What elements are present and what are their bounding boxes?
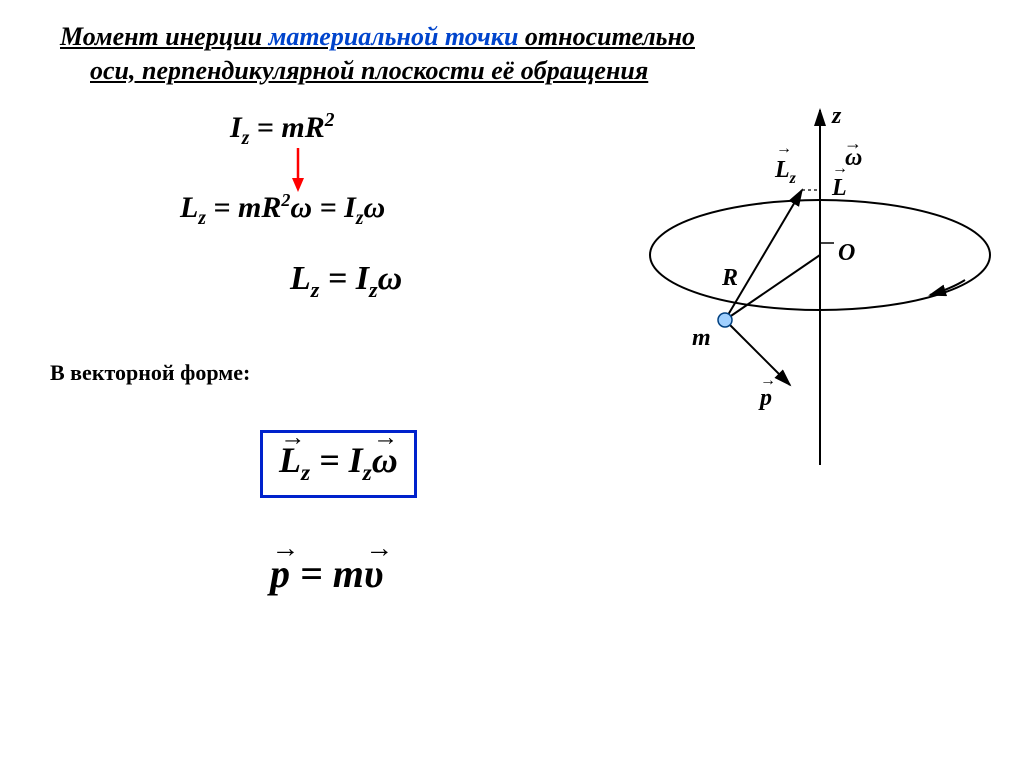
formula-lz: Lz = Izω <box>290 260 402 303</box>
svg-text:Lz: Lz <box>774 157 797 187</box>
title-line2: оси, перпендикулярной плоскости её обращ… <box>60 56 648 85</box>
label-z: z <box>831 103 842 129</box>
svg-text:→: → <box>844 133 862 153</box>
svg-text:m: m <box>692 325 711 351</box>
title-part2: относительно <box>518 22 695 51</box>
svg-text:O: O <box>838 240 855 266</box>
title-part1: Момент инерции <box>60 22 269 51</box>
svg-text:→: → <box>832 160 848 177</box>
formula-p: p = mυ <box>270 550 384 597</box>
formula-lz-expanded: Lz = mR2ω = Izω <box>180 190 385 230</box>
formula-iz: Iz = mR2 <box>230 110 334 150</box>
title-link: материальной точки <box>269 22 519 51</box>
vector-form-label: В векторной форме: <box>50 360 250 386</box>
svg-text:→: → <box>760 372 776 389</box>
svg-text:L: L <box>831 175 847 201</box>
page-title: Момент инерции материальной точки относи… <box>60 20 695 88</box>
svg-text:R: R <box>721 265 738 291</box>
rotation-diagram: z ω → Lz → L → O R m p → <box>610 95 1010 475</box>
svg-text:→: → <box>776 140 792 157</box>
boxed-formula: Lz = Izω <box>260 430 417 498</box>
